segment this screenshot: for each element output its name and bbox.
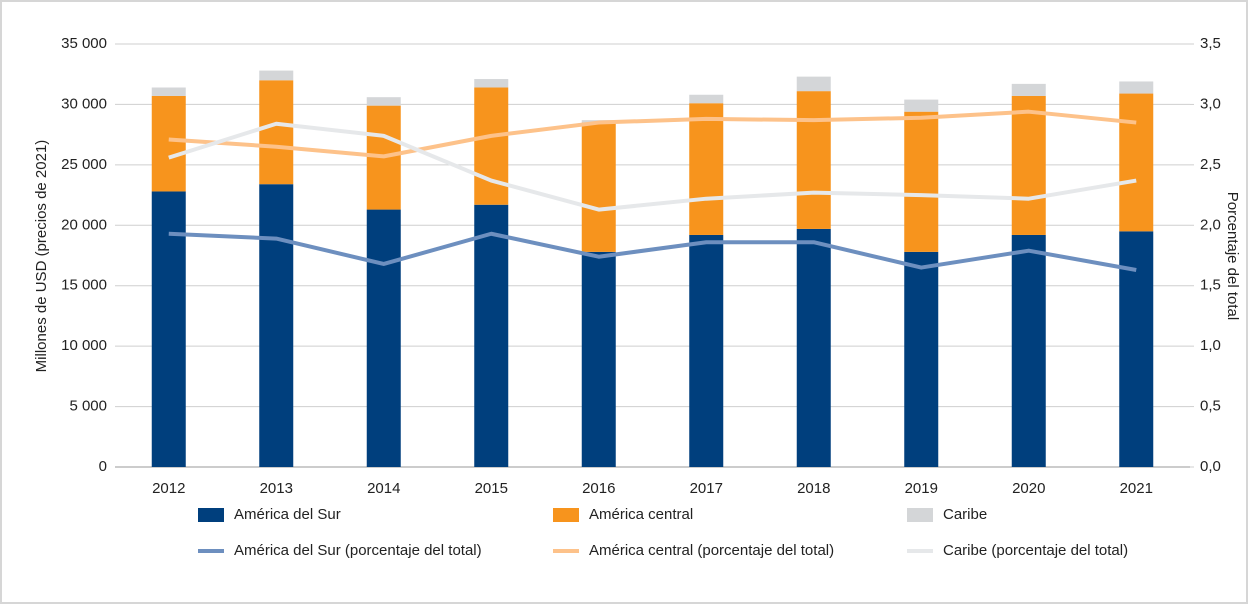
bar bbox=[1119, 81, 1154, 94]
y-tick-label: 20 000 bbox=[61, 216, 107, 233]
x-tick-label: 2015 bbox=[475, 480, 508, 497]
legend-label: América central bbox=[589, 506, 693, 523]
line bbox=[168, 109, 1137, 159]
x-tick-label: 2017 bbox=[690, 480, 723, 497]
bar bbox=[366, 209, 401, 467]
bar bbox=[689, 94, 724, 104]
y2-axis-label: Porcentaje del total bbox=[1224, 192, 1241, 320]
y2-tick-label: 0,5 bbox=[1200, 398, 1221, 415]
bar bbox=[796, 228, 831, 467]
x-tick-label: 2016 bbox=[582, 480, 615, 497]
bar bbox=[1011, 95, 1046, 235]
bar bbox=[1119, 231, 1154, 467]
x-tick-label: 2021 bbox=[1120, 480, 1153, 497]
x-tick-label: 2018 bbox=[797, 480, 830, 497]
line bbox=[168, 121, 1137, 212]
bar bbox=[904, 99, 939, 112]
bar bbox=[151, 87, 186, 96]
y2-tick-label: 1,0 bbox=[1200, 337, 1221, 354]
y-tick-label: 35 000 bbox=[61, 35, 107, 52]
y-tick-label: 25 000 bbox=[61, 156, 107, 173]
x-tick-label: 2013 bbox=[260, 480, 293, 497]
bar bbox=[689, 234, 724, 467]
y-tick-label: 5 000 bbox=[69, 398, 107, 415]
bar bbox=[1011, 83, 1046, 96]
bar bbox=[581, 122, 616, 252]
bar bbox=[904, 111, 939, 252]
bar bbox=[259, 80, 294, 185]
y-tick-label: 15 000 bbox=[61, 277, 107, 294]
bar bbox=[366, 97, 401, 106]
bar bbox=[796, 76, 831, 92]
legend-swatch bbox=[907, 508, 933, 522]
x-tick-label: 2012 bbox=[152, 480, 185, 497]
legend-label: América central (porcentaje del total) bbox=[589, 542, 834, 559]
x-tick-label: 2020 bbox=[1012, 480, 1045, 497]
y-axis-label: Millones de USD (precios de 2021) bbox=[33, 140, 50, 373]
bar bbox=[796, 91, 831, 229]
legend-label: América del Sur bbox=[234, 506, 341, 523]
y2-tick-label: 2,5 bbox=[1200, 156, 1221, 173]
bar bbox=[474, 79, 509, 88]
x-tick-label: 2019 bbox=[905, 480, 938, 497]
legend-label: América del Sur (porcentaje del total) bbox=[234, 542, 482, 559]
line bbox=[168, 231, 1137, 272]
y-tick-label: 10 000 bbox=[61, 337, 107, 354]
legend-label: Caribe bbox=[943, 506, 987, 523]
bar bbox=[151, 191, 186, 467]
bar bbox=[474, 87, 509, 205]
bar bbox=[151, 95, 186, 192]
y-tick-label: 0 bbox=[99, 458, 107, 475]
y2-tick-label: 3,0 bbox=[1200, 95, 1221, 112]
y-tick-label: 30 000 bbox=[61, 95, 107, 112]
bar bbox=[259, 70, 294, 81]
bar bbox=[1011, 234, 1046, 467]
legend-swatch bbox=[553, 508, 579, 522]
bar bbox=[689, 103, 724, 235]
y2-tick-label: 3,5 bbox=[1200, 35, 1221, 52]
bar bbox=[1119, 93, 1154, 232]
bar bbox=[474, 204, 509, 468]
legend-swatch bbox=[198, 508, 224, 522]
bar bbox=[581, 251, 616, 467]
y2-tick-label: 0,0 bbox=[1200, 458, 1221, 475]
y2-tick-label: 1,5 bbox=[1200, 277, 1221, 294]
y2-tick-label: 2,0 bbox=[1200, 216, 1221, 233]
legend-label: Caribe (porcentaje del total) bbox=[943, 542, 1128, 559]
bar bbox=[259, 184, 294, 468]
bar bbox=[904, 251, 939, 467]
x-tick-label: 2014 bbox=[367, 480, 400, 497]
